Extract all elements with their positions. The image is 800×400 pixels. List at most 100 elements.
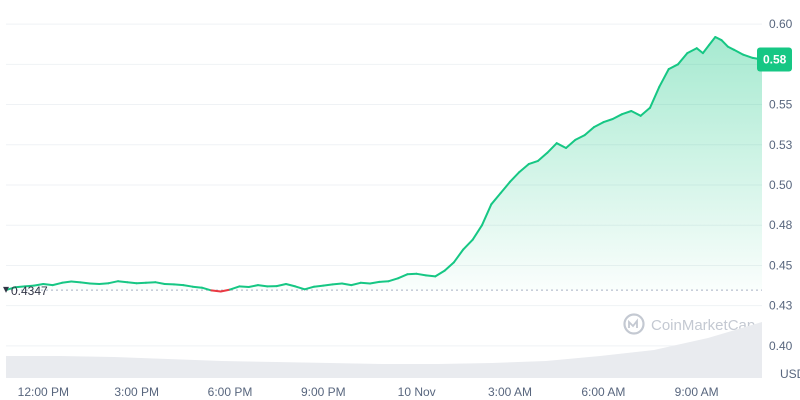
price-line-segment (714, 36, 723, 42)
x-tick-label: 3:00 PM (114, 385, 159, 399)
price-line-segment (107, 280, 119, 285)
current-price-badge: 0.58 (757, 47, 792, 72)
price-line-segment (257, 284, 269, 288)
price-line-segment (387, 277, 399, 283)
price-line-segment (574, 134, 586, 141)
price-line-segment (275, 283, 287, 288)
price-area (6, 37, 762, 292)
price-line-segment (42, 283, 54, 287)
price-line-segment (313, 284, 325, 288)
x-axis: 12:00 PM 3:00 PM 6:00 PM 9:00 PM 10 Nov 3:00 … (18, 385, 719, 399)
price-line-segment (182, 284, 194, 288)
y-tick-label: 0.48 (769, 218, 793, 232)
price-line-segment (98, 282, 110, 285)
price-line-segment (210, 289, 222, 293)
price-line-segment (453, 248, 465, 264)
price-line-segment (14, 285, 26, 289)
price-line-segment (191, 285, 203, 289)
price-line-segment (649, 85, 661, 109)
price-line-segment (294, 285, 306, 291)
price-line-segment (397, 273, 409, 280)
price-line-segment (555, 142, 567, 149)
price-line-segment (154, 281, 166, 285)
price-line-segment (126, 281, 138, 285)
price-line-segment (518, 163, 530, 174)
price-line-segment (425, 274, 437, 278)
price-line-segment (720, 39, 729, 48)
price-line-segment (509, 171, 521, 183)
price-line-segment (593, 121, 605, 129)
price-line-segment (462, 238, 474, 251)
volume-area (6, 322, 762, 378)
price-line-segment (33, 283, 45, 287)
price-line-segment (726, 45, 735, 51)
price-line-segment (565, 138, 577, 149)
price-line-segment (117, 280, 129, 284)
x-tick-label: 6:00 AM (581, 385, 625, 399)
price-line-segment (378, 280, 390, 283)
price-line-segment (303, 285, 315, 291)
price-line (5, 36, 763, 293)
price-line-segment (229, 285, 241, 291)
price-line-segment (51, 281, 63, 287)
y-axis-unit: USD (780, 367, 800, 381)
price-line-segment (443, 261, 455, 272)
grid-lines (6, 23, 762, 347)
watermark: CoinMarketCap (623, 313, 755, 335)
coinmarketcap-logo-icon (623, 313, 645, 335)
y-tick-label: 0.60 (769, 17, 793, 31)
y-tick-label: 0.45 (769, 258, 793, 272)
price-line-segment (677, 52, 689, 66)
reference-price-label: 0.4347 (11, 284, 48, 298)
price-line-segment (23, 284, 35, 288)
current-price-badge-bg (757, 47, 792, 72)
price-line-segment (546, 142, 558, 154)
price-line-segment (350, 281, 362, 287)
price-line-segment (173, 283, 185, 287)
reference-price-marker: ▾ 0.4347 (3, 282, 48, 298)
price-line-segment (415, 272, 427, 277)
price-line-segment (341, 282, 353, 287)
price-line-segment (5, 286, 17, 292)
price-line-segment (639, 106, 651, 117)
price-line-segment (238, 285, 250, 288)
price-line-segment (583, 126, 595, 137)
y-tick-label: 0.43 (769, 299, 793, 313)
price-line-segment (686, 47, 698, 55)
price-line-segment (611, 113, 623, 120)
price-line-segment (322, 283, 334, 287)
price-line-segment (708, 36, 717, 46)
x-tick-label: 9:00 AM (675, 385, 719, 399)
price-line-segment (490, 192, 502, 206)
price-line-segment (471, 224, 483, 241)
x-tick-label: 6:00 PM (208, 385, 253, 399)
price-line-segment (369, 280, 381, 285)
price-line-segment (695, 47, 704, 55)
price-line-segment (70, 280, 82, 284)
price-line-segment (701, 44, 711, 55)
price-line-segment (406, 272, 418, 276)
x-tick-label: 9:00 PM (301, 385, 346, 399)
current-price-label: 0.58 (763, 52, 787, 66)
x-tick-label: 12:00 PM (18, 385, 69, 399)
price-line-segment (331, 282, 343, 286)
price-line-segment (145, 281, 157, 284)
x-tick-label: 10 Nov (398, 385, 436, 399)
price-line-segment (434, 269, 446, 278)
price-line-segment (285, 283, 297, 288)
price-line-segment (527, 159, 539, 166)
price-line-segment (602, 118, 614, 124)
reference-arrow-icon: ▾ (3, 282, 9, 296)
price-line-segment (537, 151, 549, 162)
price-line-segment (733, 48, 745, 56)
price-line-segment (499, 180, 511, 194)
price-line-segment (630, 110, 642, 117)
y-tick-label: 0.50 (769, 178, 793, 192)
y-tick-label: 0.55 (769, 98, 793, 112)
y-tick-label: 0.40 (769, 339, 793, 353)
price-line-segment (481, 203, 493, 227)
price-line-segment (89, 282, 101, 285)
price-line-segment (621, 110, 633, 116)
y-tick-label: 0.53 (769, 138, 793, 152)
price-line-segment (79, 281, 91, 285)
